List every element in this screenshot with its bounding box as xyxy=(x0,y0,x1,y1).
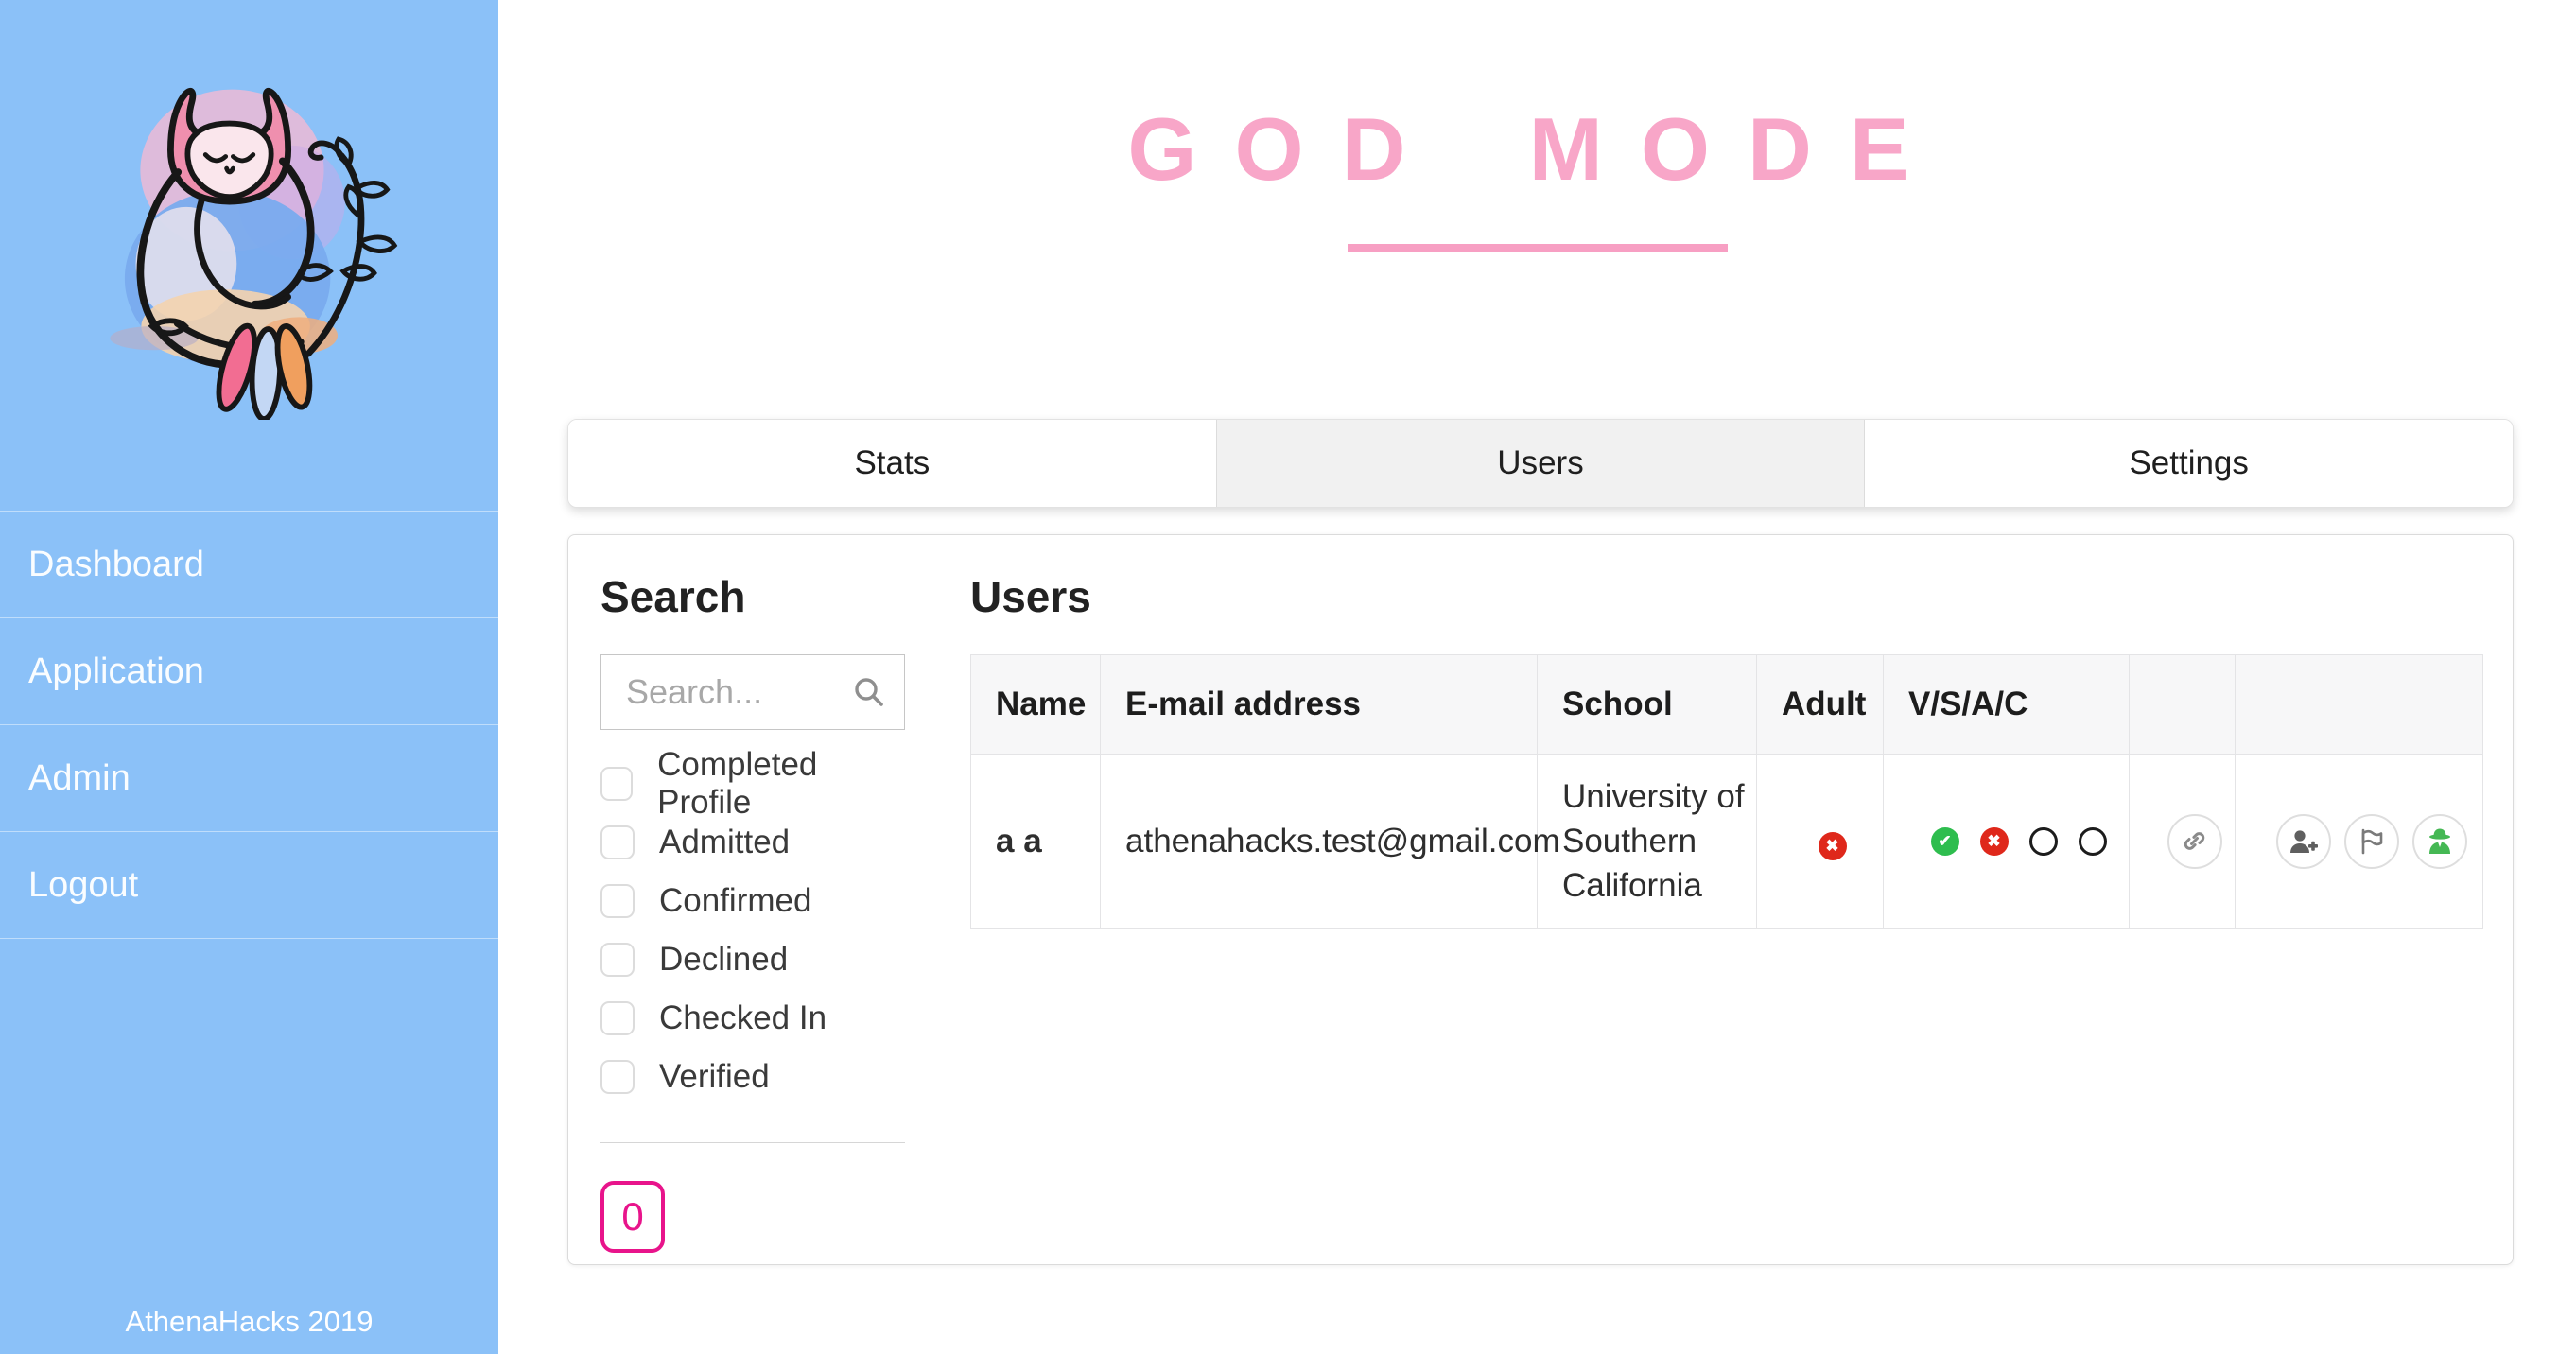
person-plus-icon xyxy=(2289,829,2318,853)
user-link-button[interactable] xyxy=(2167,813,2222,869)
link-icon xyxy=(2184,832,2205,850)
user-link-cell xyxy=(2129,754,2236,929)
sidebar-item-application[interactable]: Application xyxy=(0,617,498,724)
search-input[interactable] xyxy=(601,655,904,729)
filter-verified-checkbox[interactable] xyxy=(600,1060,635,1094)
search-panel-title: Search xyxy=(600,572,746,621)
filter-checked-in-checkbox[interactable] xyxy=(600,1001,635,1035)
page-title: GOD MODE xyxy=(1127,99,1947,199)
search-box xyxy=(600,654,905,730)
filter-confirmed-checkbox[interactable] xyxy=(600,884,635,918)
flag-user-button[interactable] xyxy=(2343,813,2399,869)
users-panel: Users Name E-mail address School Adult V… xyxy=(970,571,2483,929)
filter-declined-checkbox[interactable] xyxy=(600,943,635,977)
tab-bar: Stats Users Settings xyxy=(567,419,2514,508)
user-vsac-cell xyxy=(1883,754,2130,929)
adult-status-icon xyxy=(1818,831,1847,860)
submitted-status-icon[interactable] xyxy=(1979,826,2009,856)
filters-divider xyxy=(600,1142,905,1143)
tab-settings[interactable]: Settings xyxy=(1865,420,2513,507)
main-content: GOD MODE Stats Users Settings Search xyxy=(498,0,2576,1354)
verified-status-icon[interactable] xyxy=(1930,826,1959,856)
tab-users[interactable]: Users xyxy=(1216,420,1866,507)
owl-logo xyxy=(110,88,398,420)
sidebar-footer-text: AthenaHacks 2019 xyxy=(125,1305,374,1338)
search-icon xyxy=(855,678,883,706)
filter-confirmed[interactable]: Confirmed xyxy=(600,872,905,930)
sidebar-nav: Dashboard Application Admin Logout xyxy=(0,511,498,939)
column-header-adult: Adult xyxy=(1756,654,1884,755)
sidebar: Dashboard Application Admin Logout Athen… xyxy=(0,0,498,1354)
filter-checked-in[interactable]: Checked In xyxy=(600,989,905,1048)
tab-stats[interactable]: Stats xyxy=(568,420,1217,507)
table-row: a a athenahacks.test@gmail.com Universit… xyxy=(970,754,2483,929)
users-table: Name E-mail address School Adult V/S/A/C… xyxy=(970,654,2483,929)
column-header-vsac: V/S/A/C xyxy=(1883,654,2130,755)
user-adult-cell xyxy=(1756,754,1884,929)
column-header-link xyxy=(2129,654,2236,755)
filter-label: Admitted xyxy=(659,824,791,860)
user-email-cell: athenahacks.test@gmail.com xyxy=(1100,754,1560,929)
filter-label: Verified xyxy=(659,1058,770,1095)
confirmed-status-icon[interactable] xyxy=(2078,826,2107,856)
filter-declined[interactable]: Declined xyxy=(600,930,905,989)
filter-verified[interactable]: Verified xyxy=(600,1048,905,1106)
add-user-button[interactable] xyxy=(2275,813,2331,869)
filter-admitted[interactable]: Admitted xyxy=(600,813,905,872)
spy-icon xyxy=(2428,828,2450,854)
column-header-school: School xyxy=(1537,654,1757,755)
user-school-cell: University of Southern California xyxy=(1537,754,1757,929)
user-actions-cell xyxy=(2235,754,2483,929)
impersonate-user-button[interactable] xyxy=(2411,813,2467,869)
filter-label: Checked In xyxy=(659,999,827,1036)
column-header-actions xyxy=(2235,654,2483,755)
filter-completed-profile-checkbox[interactable] xyxy=(600,767,634,801)
sidebar-item-dashboard[interactable]: Dashboard xyxy=(0,511,498,617)
result-count-badge: 0 xyxy=(600,1181,665,1253)
user-name-cell: a a xyxy=(970,754,1101,929)
users-panel-title: Users xyxy=(970,572,1091,621)
filter-admitted-checkbox[interactable] xyxy=(600,825,635,859)
filter-list: Completed Profile Admitted Confirmed Dec… xyxy=(600,746,905,1106)
flag-icon xyxy=(2361,828,2382,854)
admitted-status-icon[interactable] xyxy=(2028,826,2058,856)
filter-completed-profile[interactable]: Completed Profile xyxy=(600,746,905,821)
sidebar-item-logout[interactable]: Logout xyxy=(0,831,498,939)
sidebar-item-admin[interactable]: Admin xyxy=(0,724,498,831)
filter-label: Confirmed xyxy=(659,882,812,919)
filter-label: Completed Profile xyxy=(657,746,818,821)
column-header-name: Name xyxy=(970,654,1101,755)
title-underline xyxy=(1347,244,1728,252)
users-tab-panel: Search Completed Profile Admi xyxy=(567,534,2514,1265)
column-header-email: E-mail address xyxy=(1100,654,1538,755)
table-header-row: Name E-mail address School Adult V/S/A/C xyxy=(970,654,2483,755)
search-panel: Search Completed Profile Admi xyxy=(600,571,905,1253)
filter-label: Declined xyxy=(659,941,789,978)
